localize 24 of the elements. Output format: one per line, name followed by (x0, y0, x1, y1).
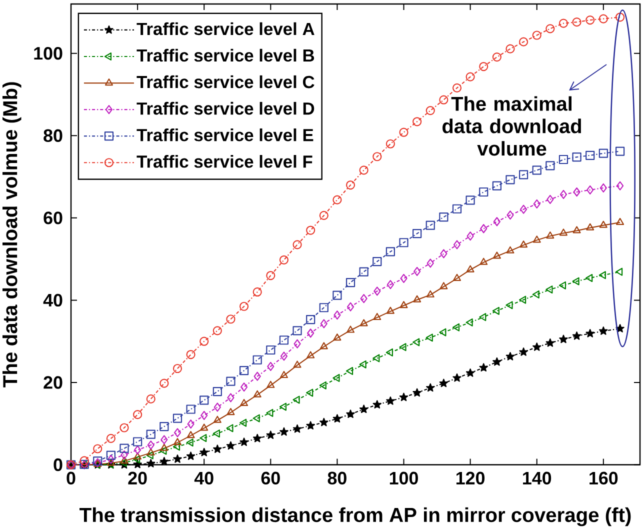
y-tick-label: 20 (44, 376, 62, 389)
legend-label: Traffic service level C (136, 75, 314, 88)
legend-label: Traffic service level A (136, 22, 314, 36)
x-tick-label: 100 (390, 472, 418, 484)
legend-label: Traffic service level B (136, 48, 314, 62)
x-axis-title: The transmission distance from AP in mirror coverage (ft) (80, 507, 631, 526)
annotation: The maximal data download volume (442, 96, 581, 156)
legend-label: Traffic service level E (136, 128, 314, 142)
x-tick-label: 60 (261, 472, 280, 484)
x-tick-label: 120 (456, 472, 485, 484)
y-tick-label: 80 (44, 129, 62, 142)
y-axis-title: The data download volmue (Mb) (2, 82, 22, 388)
x-tick-label: 40 (194, 472, 214, 484)
x-tick-label: 80 (328, 472, 346, 484)
x-tick-label: 20 (128, 472, 147, 484)
y-tick-label: 0 (54, 458, 62, 472)
y-tick-label: 40 (43, 294, 62, 307)
legend-label: Traffic service level D (136, 102, 314, 115)
x-tick-label: 140 (523, 472, 552, 484)
y-tick-label: 100 (34, 46, 62, 60)
x-tick-label: 0 (66, 472, 76, 484)
y-tick-label: 60 (44, 212, 62, 224)
x-tick-label: 160 (590, 472, 618, 484)
legend-label: Traffic service level F (136, 154, 312, 168)
